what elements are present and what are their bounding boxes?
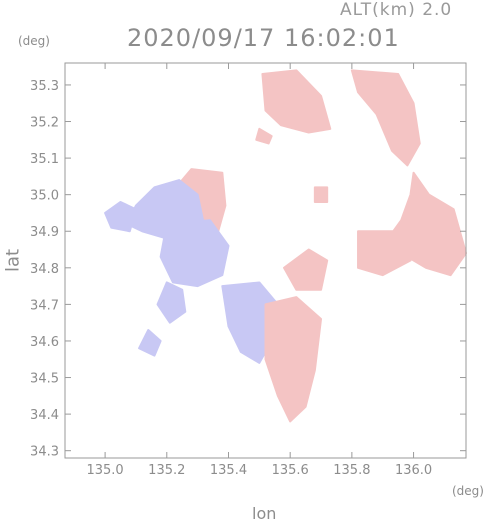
x-tick-label: 135.8: [333, 463, 370, 478]
echo-layer: [104, 69, 467, 423]
lon-axis-label: lon: [252, 504, 277, 523]
echo-region-toward-9: [156, 281, 187, 324]
y-tick-label: 34.4: [30, 408, 59, 423]
y-tick-label: 34.8: [30, 262, 59, 277]
echo-region-away-0: [261, 69, 332, 134]
x-tick-label: 135.0: [86, 463, 123, 478]
echo-region-toward-13: [138, 328, 162, 357]
x-tick-label: 135.6: [272, 463, 309, 478]
y-tick-label: 35.1: [30, 152, 59, 167]
lat-unit-label: (deg): [18, 34, 50, 48]
y-tick-label: 35.0: [30, 189, 59, 204]
altitude-label: ALT(km) 2.0: [340, 0, 453, 20]
echo-region-toward-8: [159, 219, 230, 288]
y-tick-label: 34.9: [30, 225, 59, 240]
y-tick-label: 34.3: [30, 445, 59, 460]
y-tick-label: 34.5: [30, 372, 59, 387]
x-tick-label: 135.4: [210, 463, 247, 478]
y-tick-label: 34.7: [30, 298, 59, 313]
y-tick-label: 35.2: [30, 116, 59, 131]
x-tick-label: 135.2: [148, 463, 185, 478]
echo-region-away-12: [283, 248, 329, 291]
x-tick-label: 136.0: [395, 463, 432, 478]
echo-region-toward-7: [104, 200, 137, 233]
lon-unit-label: (deg): [452, 484, 484, 498]
echo-region-away-11: [264, 296, 323, 423]
plot-frame: [64, 62, 467, 459]
ticks-layer: 135.0 135.2 135.4 135.6 135.8 136.0 34.3 34.4 34…: [30, 63, 466, 478]
echo-region-away-5: [255, 127, 273, 145]
y-tick-label: 35.3: [30, 79, 59, 94]
datetime-label: 2020/09/17 16:02:01: [127, 24, 400, 52]
echo-region-away-3: [357, 230, 412, 277]
echo-region-away-14: [313, 186, 329, 203]
echo-region-away-1: [350, 69, 421, 167]
y-tick-label: 34.6: [30, 335, 59, 350]
